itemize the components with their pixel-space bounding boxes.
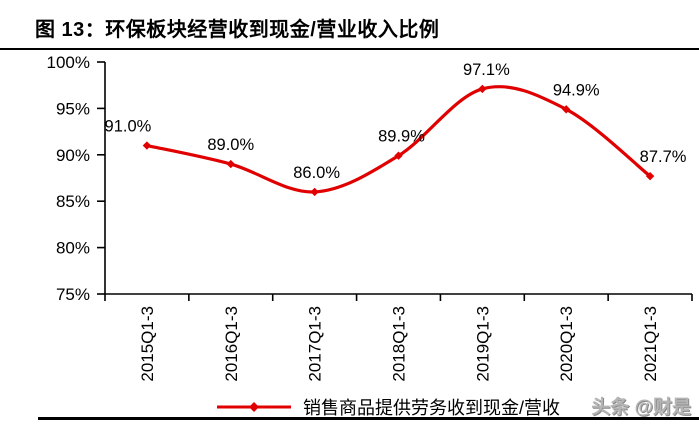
- svg-text:91.0%: 91.0%: [105, 118, 152, 136]
- svg-text:87.7%: 87.7%: [640, 148, 687, 166]
- title-divider: [0, 48, 699, 50]
- y-axis-labels: 75% 80% 85% 90% 95% 100%: [47, 53, 105, 304]
- legend-line-marker: [217, 402, 291, 412]
- bottom-divider: [38, 417, 699, 420]
- svg-text:95%: 95%: [56, 99, 90, 118]
- svg-text:94.9%: 94.9%: [553, 81, 600, 99]
- svg-text:80%: 80%: [56, 239, 90, 258]
- watermark: 头条 @财是: [591, 397, 691, 418]
- svg-text:2018Q1-3: 2018Q1-3: [390, 306, 409, 382]
- legend: 销售商品提供劳务收到现金/营收: [38, 394, 699, 420]
- figure-title: 图 13：环保板块经营收到现金/营业收入比例: [35, 19, 440, 41]
- x-axis-labels: 2015Q1-3 2016Q1-3 2017Q1-3 2018Q1-3 2019Q1-3…: [138, 306, 660, 382]
- svg-text:2021Q1-3: 2021Q1-3: [641, 306, 660, 382]
- svg-text:97.1%: 97.1%: [463, 61, 510, 79]
- svg-text:2020Q1-3: 2020Q1-3: [557, 306, 576, 382]
- svg-text:100%: 100%: [47, 53, 90, 72]
- svg-text:89.0%: 89.0%: [207, 136, 254, 154]
- legend-label: 销售商品提供劳务收到现金/营收: [303, 398, 560, 418]
- svg-text:2017Q1-3: 2017Q1-3: [306, 306, 325, 382]
- svg-text:86.0%: 86.0%: [293, 164, 340, 182]
- svg-text:2019Q1-3: 2019Q1-3: [473, 306, 492, 382]
- x-axis-ticks: [104, 294, 693, 301]
- line-chart: 75% 80% 85% 90% 95% 100% 2015Q1-3 2016Q1-3 2017Q…: [47, 53, 693, 382]
- svg-text:2016Q1-3: 2016Q1-3: [222, 306, 241, 382]
- svg-text:75%: 75%: [56, 285, 90, 304]
- chart-axes: [104, 62, 692, 295]
- svg-text:85%: 85%: [56, 192, 90, 211]
- data-labels: 91.0% 89.0% 86.0% 89.9% 97.1% 94.9% 87.7%: [105, 61, 687, 182]
- svg-text:2015Q1-3: 2015Q1-3: [138, 306, 157, 382]
- svg-text:90%: 90%: [56, 146, 90, 165]
- svg-text:89.9%: 89.9%: [378, 128, 425, 146]
- series-markers: [142, 84, 655, 197]
